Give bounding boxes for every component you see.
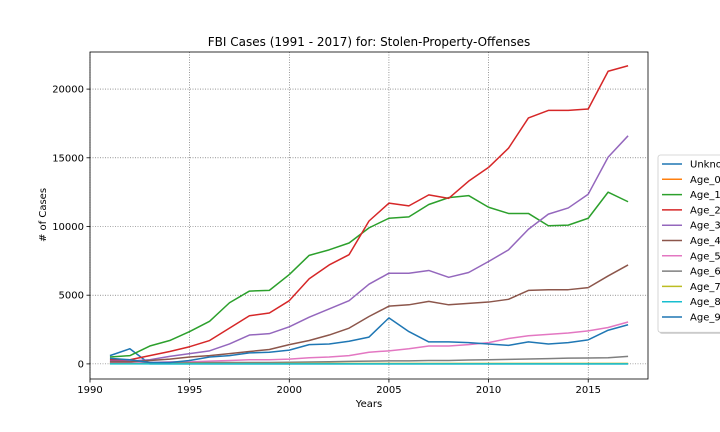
legend-label: Age_0: [690, 175, 720, 186]
legend-label: Age_3: [690, 221, 720, 232]
y-axis-title: # of Cases: [38, 188, 49, 242]
plot-frame: [89, 51, 649, 380]
series-line-age-5: [109, 321, 629, 364]
x-tick-label: 2005: [376, 385, 401, 396]
series-line-age-3: [109, 135, 629, 362]
x-tick-label: 2015: [575, 385, 600, 396]
x-tick-label: 2010: [476, 385, 501, 396]
legend-box: [657, 154, 720, 333]
series-lines: [109, 65, 629, 365]
legend-label: Age_1: [690, 190, 720, 201]
series-line-age-9: [109, 317, 629, 364]
y-tick-label: 20000: [52, 85, 84, 96]
y-tick-label: 10000: [52, 222, 84, 233]
series-line-age-4: [109, 264, 629, 363]
x-axis-ticks: 1990 1995 2000 2005 2010 2015: [77, 379, 601, 396]
legend-label: Age_5: [690, 251, 720, 262]
series-line-age-1: [109, 191, 629, 358]
y-tick-label: 15000: [52, 153, 84, 164]
y-tick-label: 5000: [59, 291, 84, 302]
x-axis-title: Years: [355, 399, 382, 410]
chart-title: FBI Cases (1991 - 2017) for: Stolen-Prop…: [208, 35, 530, 49]
legend-label: Age_6: [690, 267, 720, 278]
series-line-age-6: [109, 355, 629, 365]
x-tick-label: 1990: [77, 385, 102, 396]
y-axis-ticks: 0 5000 10000 15000 20000: [52, 85, 90, 370]
series-line-age-2: [109, 65, 629, 361]
x-tick-label: 1995: [177, 385, 202, 396]
legend-label: Unknown: [690, 160, 720, 171]
legend-label: Age_2: [690, 205, 720, 216]
legend: Unknown Age_0 Age_1 Age_2 Age_3 Age_4 Age_5 Age…: [657, 154, 720, 334]
legend-label: Age_8: [690, 297, 720, 308]
legend-label: Age_4: [690, 236, 720, 247]
legend-label: Age_7: [690, 282, 720, 293]
y-tick-label: 0: [78, 359, 84, 370]
x-tick-label: 2000: [277, 385, 302, 396]
legend-label: Age_9: [690, 313, 720, 324]
